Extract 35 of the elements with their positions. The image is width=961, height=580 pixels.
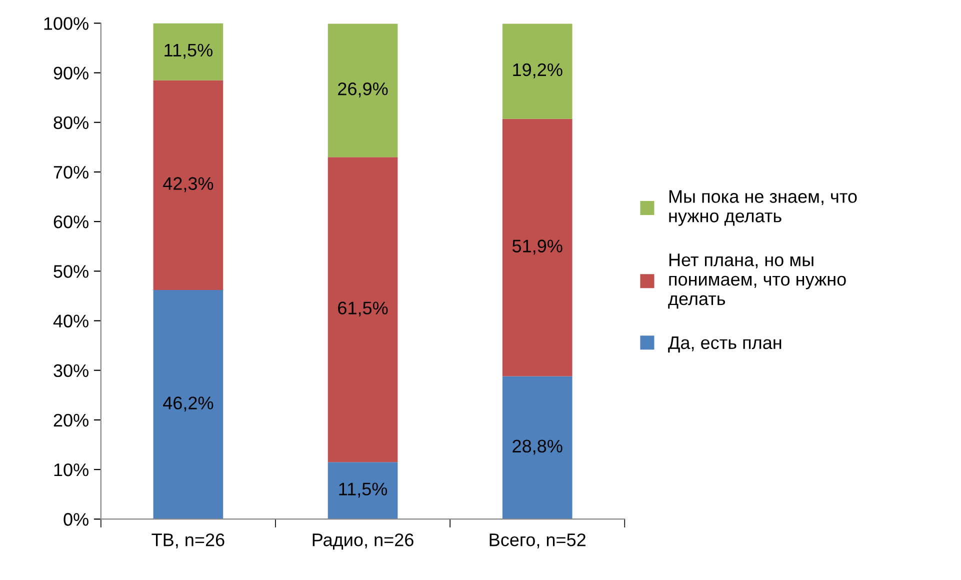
- y-tick-label: 0%: [64, 513, 88, 526]
- y-tick-label: 90%: [54, 66, 88, 80]
- bar: [502, 376, 572, 520]
- y-tick-label: 70%: [54, 166, 88, 179]
- y-tick-label: 80%: [54, 116, 88, 130]
- data-label: 46,2%: [163, 396, 214, 412]
- data-label: 26,9%: [338, 82, 388, 98]
- bar: [328, 157, 398, 462]
- data-label: 42,3%: [163, 177, 214, 192]
- x-tick-label: ТВ, n=26: [152, 533, 224, 548]
- x-tick-label: Всего, n=52: [490, 533, 586, 548]
- data-label: 28,8%: [512, 440, 562, 455]
- y-tick-label: 100%: [44, 17, 88, 30]
- y-tick-label: 40%: [53, 314, 88, 328]
- bar: [502, 118, 572, 376]
- bar: [328, 462, 398, 520]
- y-tick-label: 20%: [54, 414, 88, 427]
- y-tick-label: 60%: [54, 215, 88, 228]
- bar: [153, 290, 224, 520]
- y-tick-label: 30%: [54, 364, 88, 378]
- bar: [502, 24, 572, 119]
- data-label: 11,5%: [339, 482, 388, 498]
- x-tick-label: Радио, n=26: [312, 533, 414, 550]
- data-label: 61,5%: [338, 302, 388, 317]
- data-label: 11,5%: [164, 44, 212, 59]
- bar: [153, 23, 224, 80]
- bar: [328, 24, 398, 158]
- y-tick-label: 50%: [54, 265, 88, 278]
- legend-label: Нет плана, но мы понимаем, что нужно делать: [668, 254, 846, 309]
- legend-label: Да, есть план: [668, 336, 782, 353]
- bar: [153, 80, 224, 290]
- data-label: 19,2%: [513, 63, 562, 78]
- data-label: 51,9%: [512, 240, 562, 255]
- y-tick-label: 10%: [54, 463, 88, 476]
- legend-label: Мы пока не знаем, что нужно делать: [669, 190, 857, 226]
